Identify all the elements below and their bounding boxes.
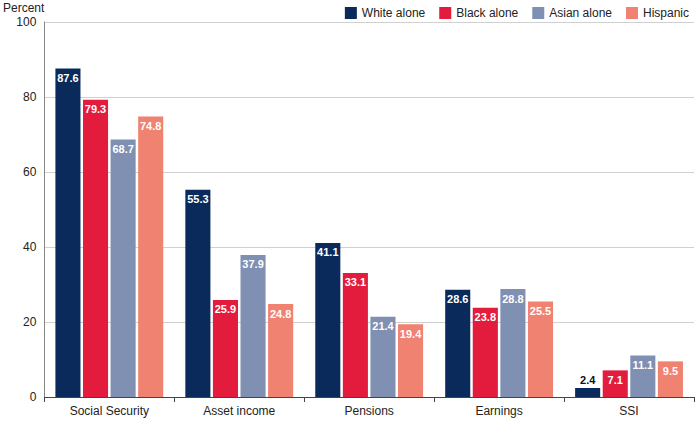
svg-text:Pensions: Pensions [344, 404, 393, 418]
svg-text:Earnings: Earnings [475, 404, 522, 418]
svg-text:SSI: SSI [619, 404, 638, 418]
svg-text:80: 80 [23, 90, 37, 104]
svg-text:Asian alone: Asian alone [549, 6, 612, 20]
svg-text:28.8: 28.8 [502, 293, 523, 305]
svg-text:55.3: 55.3 [187, 193, 208, 205]
svg-text:Percent: Percent [3, 1, 45, 15]
svg-text:2.4: 2.4 [580, 374, 596, 386]
svg-text:41.1: 41.1 [317, 246, 338, 258]
svg-text:0: 0 [30, 390, 37, 404]
svg-text:Hispanic: Hispanic [643, 6, 689, 20]
svg-text:74.8: 74.8 [140, 120, 161, 132]
svg-text:25.9: 25.9 [215, 303, 236, 315]
svg-text:9.5: 9.5 [663, 365, 678, 377]
svg-text:Black alone: Black alone [456, 6, 518, 20]
svg-text:20: 20 [23, 315, 37, 329]
svg-text:37.9: 37.9 [242, 258, 263, 270]
svg-text:23.8: 23.8 [475, 311, 496, 323]
svg-text:33.1: 33.1 [345, 276, 366, 288]
svg-text:Asset income: Asset income [203, 404, 275, 418]
svg-text:19.4: 19.4 [400, 328, 422, 340]
svg-text:87.6: 87.6 [57, 72, 78, 84]
svg-text:100: 100 [16, 15, 36, 29]
svg-text:68.7: 68.7 [112, 143, 133, 155]
svg-text:40: 40 [23, 240, 37, 254]
svg-text:21.4: 21.4 [372, 320, 394, 332]
svg-text:White alone: White alone [362, 6, 426, 20]
svg-text:79.3: 79.3 [85, 103, 106, 115]
svg-text:7.1: 7.1 [608, 374, 623, 386]
svg-text:11.1: 11.1 [632, 359, 653, 371]
svg-text:28.6: 28.6 [447, 293, 468, 305]
svg-text:60: 60 [23, 165, 37, 179]
svg-text:24.8: 24.8 [270, 308, 291, 320]
svg-text:Social Security: Social Security [70, 404, 149, 418]
svg-text:25.5: 25.5 [530, 305, 551, 317]
